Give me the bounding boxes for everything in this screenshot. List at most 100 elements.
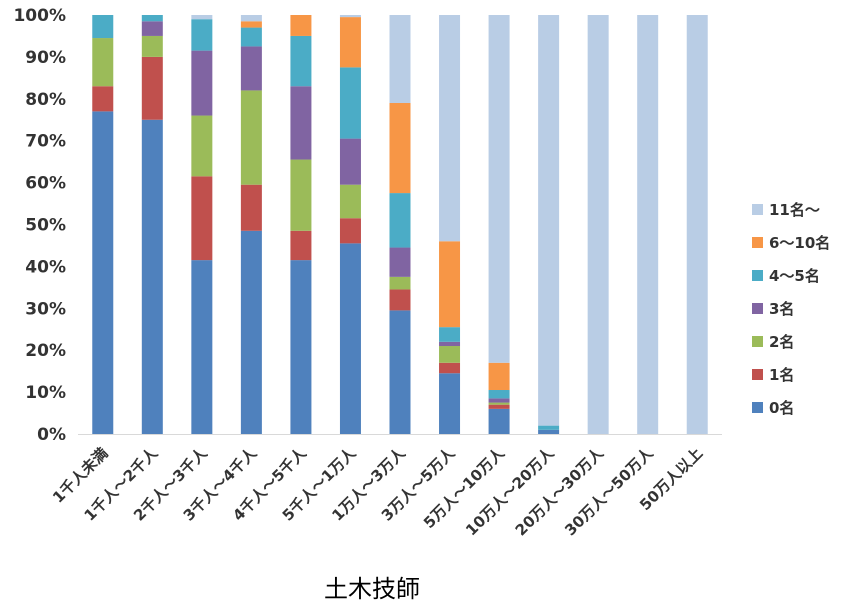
- bar-segment: [141, 35, 163, 57]
- bar-segment: [339, 138, 361, 185]
- y-tick-label: 70%: [25, 132, 66, 152]
- bar-stack: [339, 15, 361, 434]
- legend-item: 11名～: [752, 201, 820, 219]
- bar-segment: [240, 21, 262, 28]
- y-tick-label: 80%: [25, 90, 66, 110]
- bar-segment: [389, 193, 411, 248]
- bar-stack: [141, 15, 163, 434]
- bar-segment: [92, 38, 114, 87]
- bar-segment: [141, 21, 163, 36]
- bar-segment: [389, 276, 411, 290]
- bar-stack: [92, 15, 114, 435]
- bar-segment: [290, 260, 312, 434]
- legend-swatch: [752, 204, 763, 215]
- bar-segment: [92, 15, 114, 39]
- bar-segment: [587, 15, 609, 434]
- bar-segment: [488, 402, 510, 405]
- bar-segment: [439, 346, 461, 363]
- bar-segment: [488, 398, 510, 403]
- bar-segment: [240, 230, 262, 434]
- legend-item: 2名: [752, 333, 794, 351]
- chart-title: 土木技師: [324, 575, 420, 603]
- bar-segment: [389, 247, 411, 277]
- legend-item: 6～10名: [752, 234, 830, 252]
- bar-segment: [339, 184, 361, 219]
- bar-segment: [92, 86, 114, 112]
- bar-segment: [240, 46, 262, 91]
- y-tick-label: 40%: [25, 257, 66, 277]
- bar-stack: [637, 15, 659, 434]
- legend-label: 4～5名: [769, 267, 820, 285]
- bar-segment: [290, 15, 312, 36]
- legend-swatch: [752, 369, 763, 380]
- bar-segment: [488, 404, 510, 409]
- legend: 11名～ 6～10名 4～5名 3名 2名 1名 0名: [752, 201, 830, 417]
- y-tick-label: 0%: [37, 425, 66, 445]
- bar-stack: [538, 15, 560, 434]
- bar-segment: [240, 27, 262, 47]
- bar-segment: [191, 15, 213, 20]
- y-tick-label: 20%: [25, 341, 66, 361]
- bar-segment: [538, 15, 560, 426]
- bar-segment: [439, 362, 461, 374]
- bar-segment: [141, 15, 163, 22]
- bar-segment: [339, 15, 361, 18]
- bar-segment: [439, 241, 461, 328]
- bar-segment: [439, 341, 461, 347]
- bar-stack: [290, 15, 312, 434]
- y-tick-label: 30%: [25, 299, 66, 319]
- bar-segment: [290, 35, 312, 87]
- bar-segment: [339, 67, 361, 139]
- bar-segment: [439, 373, 461, 434]
- bar-segment: [191, 50, 213, 116]
- legend-label: 2名: [769, 333, 794, 351]
- plot-area: [92, 15, 708, 435]
- bar-segment: [488, 408, 510, 434]
- y-tick-label: 100%: [13, 6, 66, 26]
- legend-item: 4～5名: [752, 267, 820, 285]
- legend-swatch: [752, 270, 763, 281]
- bar-segment: [488, 362, 510, 391]
- bar-segment: [488, 390, 510, 399]
- legend-item: 3名: [752, 300, 794, 318]
- y-tick-label: 10%: [25, 383, 66, 403]
- bar-segment: [339, 218, 361, 244]
- bar-segment: [191, 260, 213, 434]
- x-tick-label: 30万人～50万人: [561, 443, 657, 539]
- bar-stack: [240, 15, 262, 434]
- bar-segment: [637, 15, 659, 434]
- bar-segment: [191, 115, 213, 177]
- bar-segment: [538, 425, 560, 430]
- x-axis: 1千人未満1千人～2千人2千人～3千人3千人～4千人4千人～5千人5千人～1万人…: [49, 434, 722, 539]
- bar-segment: [538, 429, 560, 434]
- y-tick-label: 90%: [25, 48, 66, 68]
- bar-segment: [389, 15, 411, 103]
- bar-segment: [439, 15, 461, 242]
- bar-segment: [290, 230, 312, 261]
- bar-segment: [240, 184, 262, 231]
- legend-label: 1名: [769, 366, 794, 384]
- bar-stack: [488, 15, 510, 434]
- bar-segment: [290, 159, 312, 231]
- legend-swatch: [752, 303, 763, 314]
- x-tick-label: 20万人～30万人: [512, 443, 608, 539]
- legend-swatch: [752, 237, 763, 248]
- legend-swatch: [752, 402, 763, 413]
- legend-item: 0名: [752, 399, 794, 417]
- bar-segment: [389, 289, 411, 311]
- bar-segment: [240, 15, 262, 22]
- legend-label: 3名: [769, 300, 794, 318]
- bar-segment: [240, 90, 262, 185]
- bar-segment: [290, 86, 312, 160]
- y-tick-label: 50%: [25, 216, 66, 236]
- bar-segment: [191, 19, 213, 51]
- bar-stack: [191, 15, 213, 434]
- legend-swatch: [752, 336, 763, 347]
- legend-label: 6～10名: [769, 234, 830, 252]
- x-tick-label: 10万人～20万人: [462, 443, 558, 539]
- y-axis: 0% 10% 20% 30% 40% 50% 60% 70% 80% 90% 100%: [13, 6, 66, 445]
- bar-segment: [439, 327, 461, 342]
- bar-segment: [488, 15, 510, 363]
- bar-stack: [439, 15, 461, 434]
